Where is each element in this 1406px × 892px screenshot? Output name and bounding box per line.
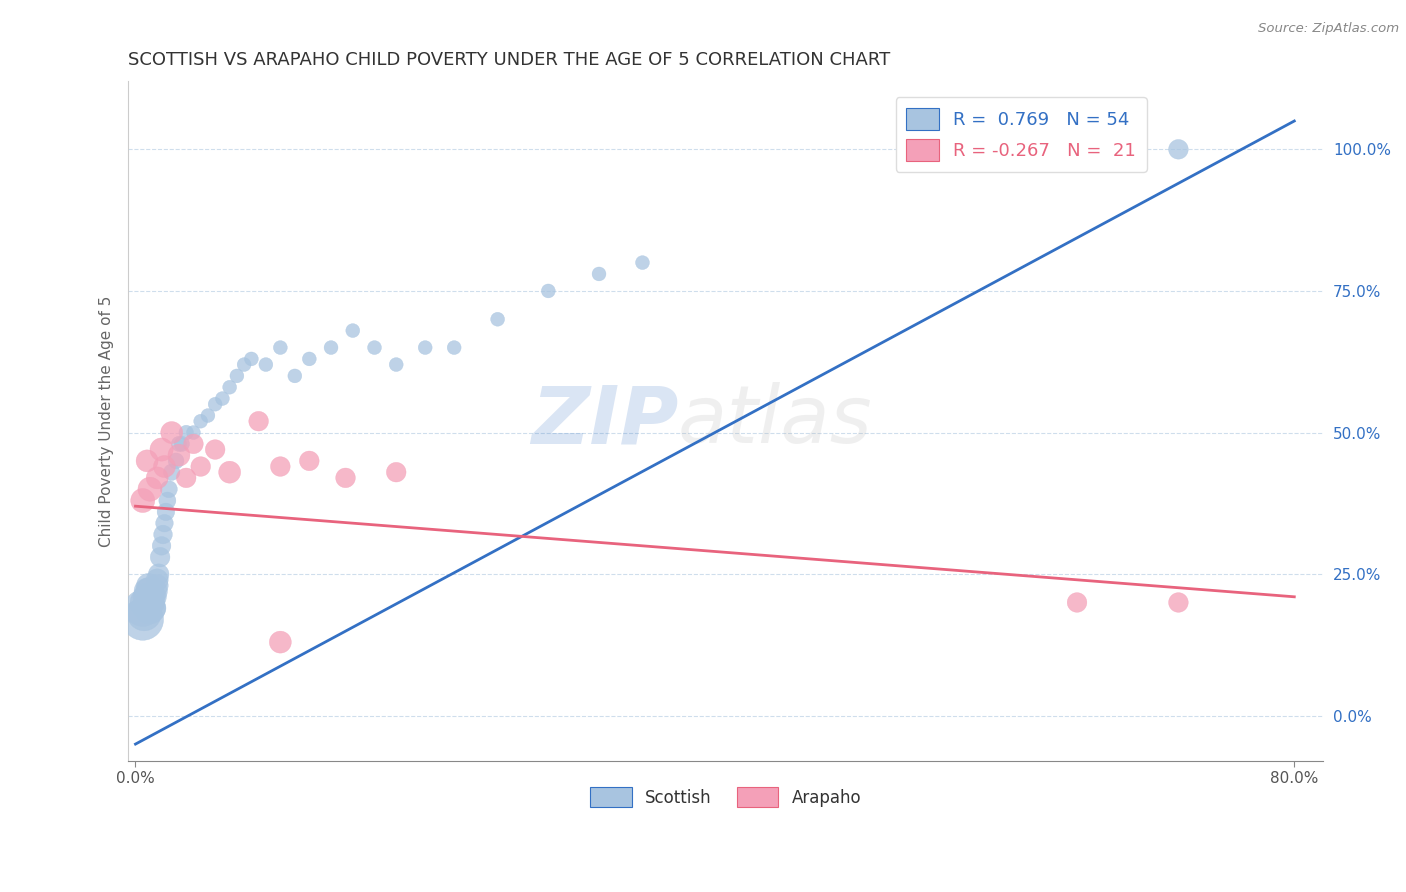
Point <box>153 459 176 474</box>
Point <box>141 590 163 604</box>
Point <box>197 409 219 423</box>
Y-axis label: Child Poverty Under the Age of 5: Child Poverty Under the Age of 5 <box>100 295 114 547</box>
Point <box>174 471 197 485</box>
Point <box>269 459 291 474</box>
Point <box>145 584 167 599</box>
Point <box>183 425 205 440</box>
Point <box>284 368 307 383</box>
Point <box>190 459 212 474</box>
Point <box>298 351 321 366</box>
Point <box>132 493 155 508</box>
Text: SCOTTISH VS ARAPAHO CHILD POVERTY UNDER THE AGE OF 5 CORRELATION CHART: SCOTTISH VS ARAPAHO CHILD POVERTY UNDER … <box>128 51 890 69</box>
Point <box>160 425 183 440</box>
Point <box>139 601 162 615</box>
Point <box>385 465 408 479</box>
Point <box>160 465 183 479</box>
Point <box>135 595 157 609</box>
Point <box>247 414 270 428</box>
Point <box>149 550 172 565</box>
Point <box>225 368 247 383</box>
Point <box>204 442 226 457</box>
Point <box>136 584 159 599</box>
Text: ZIP: ZIP <box>530 382 678 460</box>
Point <box>143 590 166 604</box>
Point <box>1066 595 1088 609</box>
Point <box>335 471 357 485</box>
Point <box>157 482 180 496</box>
Point <box>138 595 160 609</box>
Point <box>537 284 560 298</box>
Point <box>183 437 205 451</box>
Point <box>139 584 162 599</box>
Point <box>588 267 610 281</box>
Point <box>269 635 291 649</box>
Point <box>269 341 291 355</box>
Point <box>254 358 277 372</box>
Point <box>174 425 197 440</box>
Text: Source: ZipAtlas.com: Source: ZipAtlas.com <box>1258 22 1399 36</box>
Point <box>142 595 165 609</box>
Point <box>319 341 342 355</box>
Point <box>138 578 160 592</box>
Point <box>132 601 155 615</box>
Point <box>413 341 436 355</box>
Point <box>342 324 364 338</box>
Point <box>218 380 240 394</box>
Point <box>146 578 169 592</box>
Point <box>153 516 176 531</box>
Point <box>152 527 174 541</box>
Point <box>190 414 212 428</box>
Point <box>298 454 321 468</box>
Text: atlas: atlas <box>678 382 873 460</box>
Point <box>150 539 173 553</box>
Point <box>486 312 509 326</box>
Point <box>167 437 190 451</box>
Point <box>363 341 385 355</box>
Point <box>167 448 190 462</box>
Point <box>443 341 465 355</box>
Point <box>1167 595 1189 609</box>
Point <box>631 255 654 269</box>
Point <box>150 442 173 457</box>
Point <box>385 358 408 372</box>
Point <box>146 471 169 485</box>
Point <box>155 505 177 519</box>
Legend: Scottish, Arapaho: Scottish, Arapaho <box>583 780 868 814</box>
Point <box>143 601 166 615</box>
Point <box>146 573 169 587</box>
Point <box>211 392 233 406</box>
Point <box>132 612 155 626</box>
Point <box>165 454 187 468</box>
Point <box>156 493 179 508</box>
Point <box>170 437 193 451</box>
Point <box>204 397 226 411</box>
Point <box>139 482 162 496</box>
Point <box>148 567 170 582</box>
Point <box>134 607 156 621</box>
Point <box>218 465 240 479</box>
Point <box>136 590 159 604</box>
Point <box>136 454 159 468</box>
Point <box>233 358 256 372</box>
Point <box>240 351 263 366</box>
Point <box>1167 142 1189 156</box>
